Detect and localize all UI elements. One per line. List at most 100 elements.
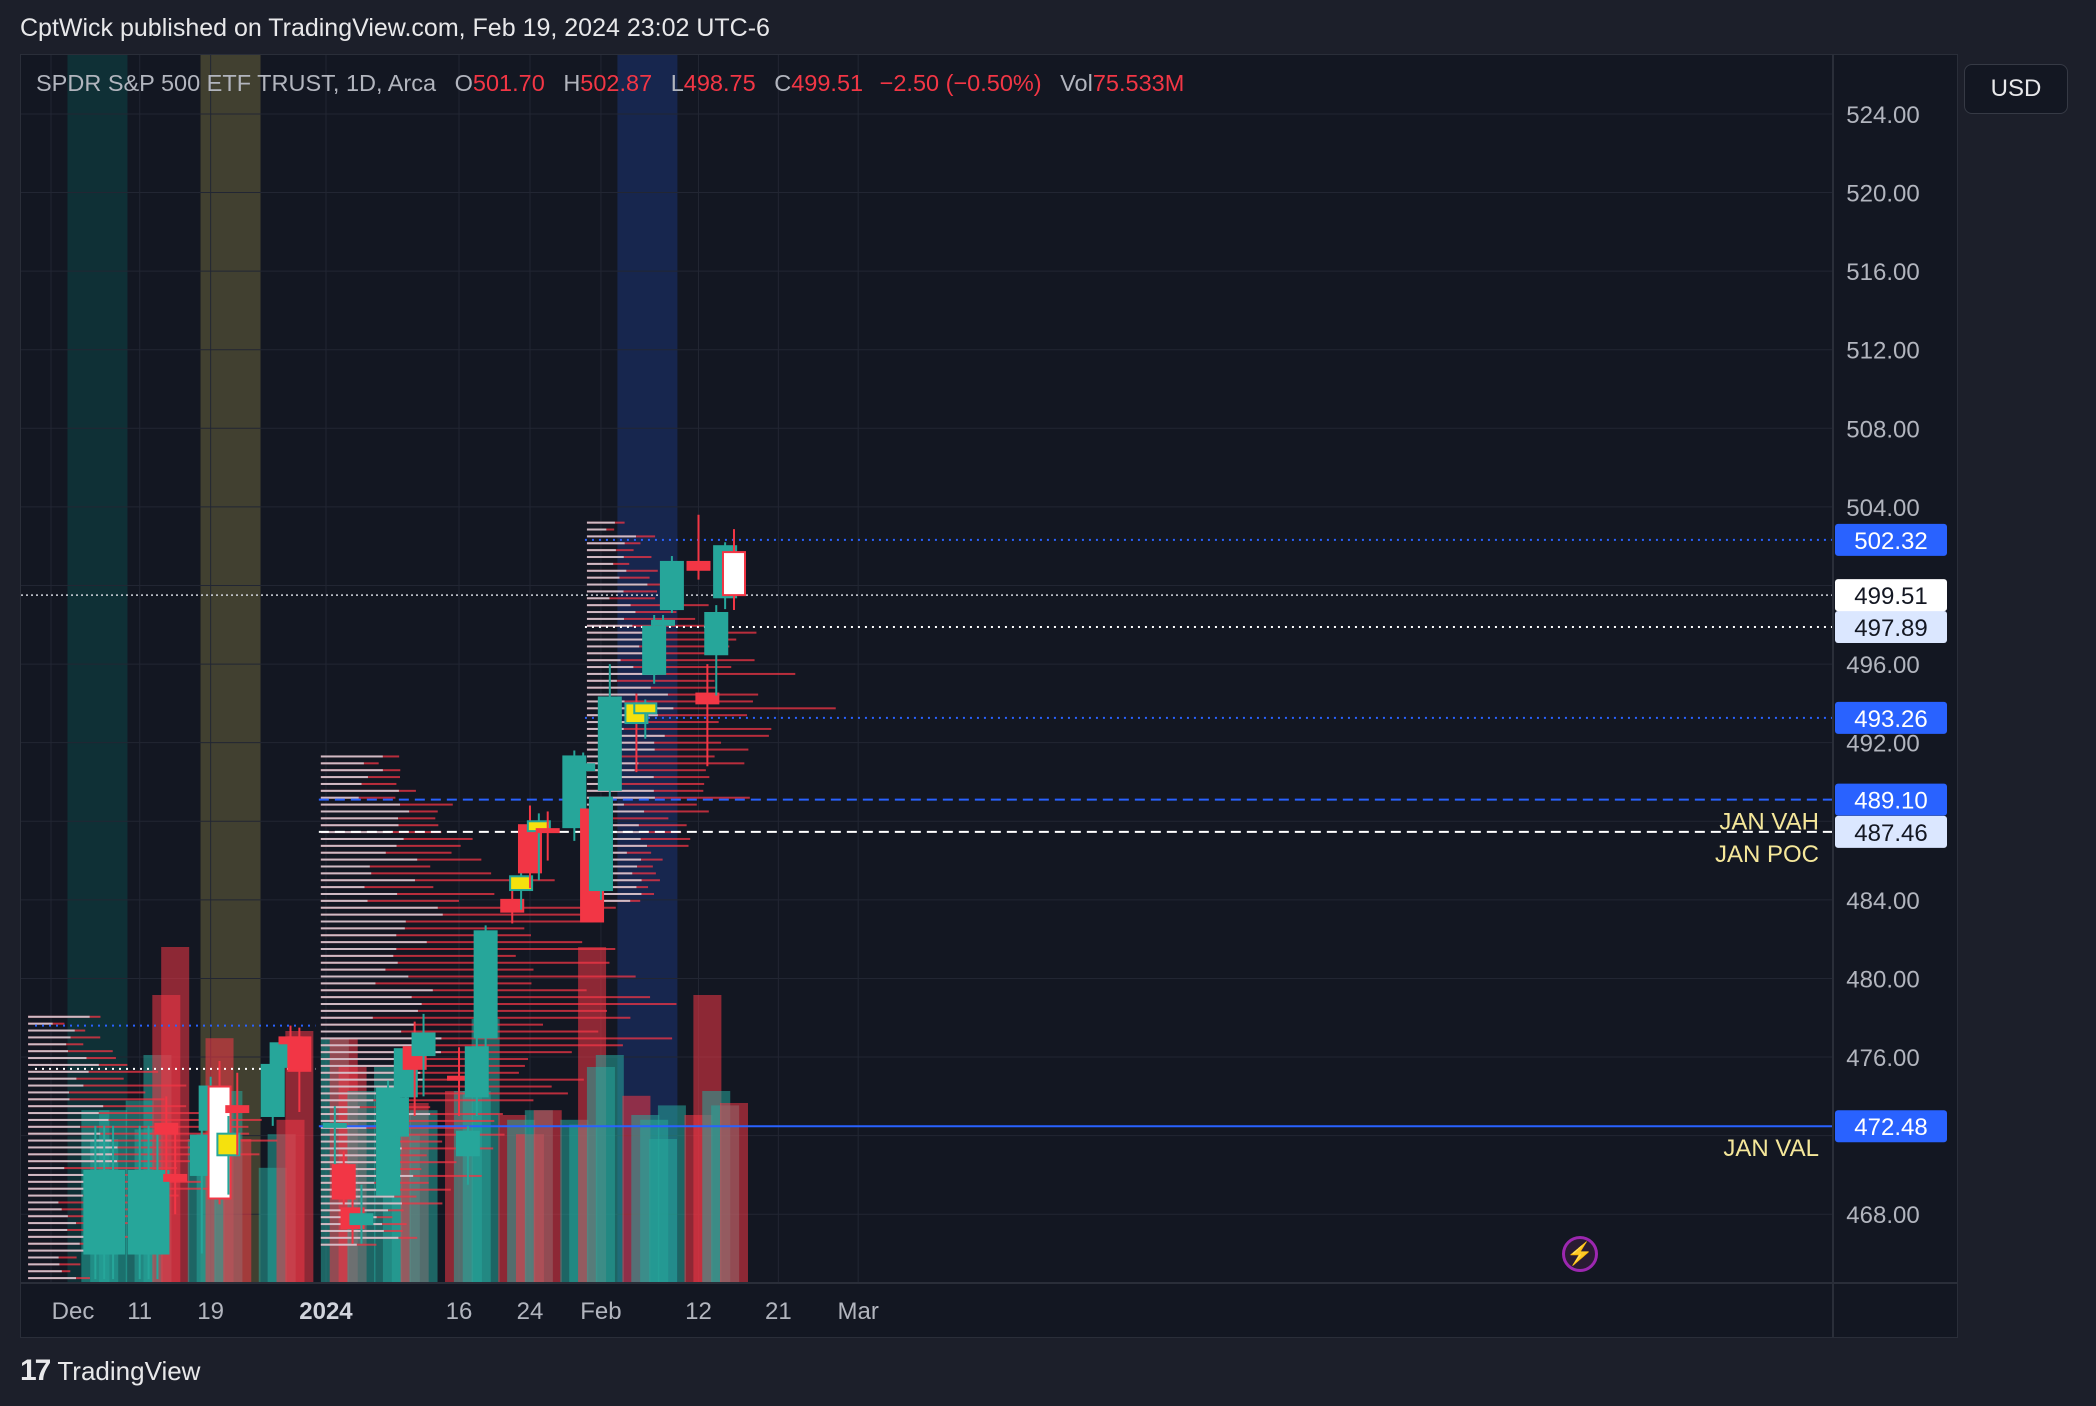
level-price-badge (1835, 701, 1947, 734)
volume-profile-bar (586, 693, 668, 696)
candle-body (163, 1173, 188, 1182)
volume-profile-bar (586, 597, 656, 600)
volume-profile-bar (586, 727, 772, 730)
volume-profile-bar (320, 755, 383, 758)
price-tick-label: 468.00 (1846, 1202, 1919, 1229)
volume-profile-bar (586, 597, 610, 600)
candle-body (322, 1122, 347, 1128)
volume-profile-bar (320, 1037, 442, 1040)
time-tick-label: 2024 (299, 1298, 353, 1325)
volume-profile-bar (320, 927, 405, 930)
brand-name: TradingView (57, 1355, 201, 1386)
chart-legend: SPDR S&P 500 ETF TRUST, 1D, Arca O501.70… (36, 70, 1184, 97)
volume-profile-bar (320, 1099, 374, 1102)
time-tick-label: Feb (580, 1298, 621, 1325)
volume-profile-bar (320, 913, 595, 916)
volume-profile-bar (320, 920, 406, 923)
volume-profile-bar (28, 1153, 113, 1156)
volume-profile-bar (28, 1084, 84, 1087)
volume-profile-bar (320, 1154, 389, 1157)
volume-profile-bar (320, 1174, 414, 1177)
volume-profile-bar (586, 817, 669, 820)
volume-profile-bar (28, 1112, 209, 1115)
volume-profile-bar (586, 858, 642, 861)
volume-profile-bar (320, 879, 555, 882)
volume-profile-bar (28, 1105, 104, 1108)
volume-profile-bar (586, 748, 749, 751)
candlestick-chart[interactable]: 524.00 520.00 516.00 512.00 508.00 504.00 496.… (21, 55, 1957, 1337)
volume-profile-bar (28, 1146, 235, 1149)
level-price-label: 472.48 (1854, 1114, 1927, 1141)
candle-body (633, 702, 658, 715)
volume-profile-bar (320, 1140, 380, 1143)
volume-profile-bar (28, 1208, 62, 1211)
currency-button[interactable]: USD (1964, 64, 2068, 114)
close-value: 499.51 (791, 70, 864, 96)
level-price-badge (1835, 815, 1947, 848)
volume-profile-bar (28, 1070, 159, 1073)
lightning-icon[interactable]: ⚡ (1562, 1236, 1598, 1272)
volume-profile-bar (320, 1092, 568, 1095)
volume-profile-bar (320, 1030, 599, 1033)
level-price-badge (1835, 1110, 1947, 1143)
volume-profile-bar (320, 948, 616, 951)
volume-profile-bar (586, 796, 655, 799)
volume-profile-bar (28, 1139, 112, 1142)
time-tick-label: 16 (446, 1298, 473, 1325)
volume-profile-bar (28, 1118, 262, 1121)
volume-profile-bar (586, 700, 753, 703)
volume-profile-bar (320, 810, 410, 813)
volume-profile-bar (320, 1113, 431, 1116)
volume-profile-bar (586, 652, 645, 655)
volume-profile-bar (28, 1125, 80, 1128)
publish-info: CptWick published on TradingView.com, Fe… (20, 14, 770, 42)
volume-profile-bar (28, 1277, 77, 1280)
volume-value: 75.533M (1092, 70, 1185, 96)
time-tick-label: Mar (837, 1298, 878, 1325)
volume-profile-bar (320, 1023, 416, 1026)
volume-profile-bar (28, 1242, 80, 1245)
candle-body (260, 1063, 285, 1117)
open-value: 501.70 (472, 70, 545, 96)
volume-profile-bar (320, 1147, 402, 1150)
volume-profile-bar (320, 1147, 494, 1150)
level-price-label: 493.26 (1854, 706, 1927, 733)
level-note-label: JAN POC (1715, 841, 1819, 868)
time-tick-label: 11 (127, 1298, 152, 1325)
volume-profile-bar (320, 961, 610, 964)
volume-profile-bar (586, 755, 715, 758)
volume-profile-bar (320, 1106, 431, 1109)
volume-profile-bar (586, 679, 715, 682)
volume-profile-bar (586, 659, 621, 662)
volume-profile-bar (320, 975, 409, 978)
volume-profile-bar (586, 590, 624, 593)
high-value: 502.87 (580, 70, 653, 96)
volume-profile-bar (28, 1249, 87, 1252)
close-label: C (774, 70, 792, 96)
volume-profile-bar (320, 803, 401, 806)
volume-profile-bar (320, 906, 438, 909)
volume-profile-bar (320, 982, 376, 985)
volume-profile-bar (28, 1132, 101, 1135)
volume-profile-bar (586, 549, 616, 552)
candle-body (331, 1164, 356, 1200)
volume-profile-bar (320, 892, 495, 895)
volume-profile-bar (28, 1050, 68, 1053)
volume-profile-bar (320, 1003, 422, 1006)
candle-body (384, 1097, 409, 1137)
volume-profile-bar (586, 631, 757, 634)
volume-profile-bar (320, 954, 516, 957)
high-label: H (563, 70, 581, 96)
volume-profile-bar (586, 899, 631, 902)
candle-body (500, 898, 525, 913)
volume-profile-bar (586, 810, 709, 813)
candle-body (154, 1122, 179, 1135)
volume-profile-bar (320, 954, 394, 957)
price-tick-label: 504.00 (1846, 495, 1919, 522)
level-note-label: JAN VAL (1723, 1135, 1819, 1162)
volume-profile-bar (586, 803, 697, 806)
time-tick-label: 24 (517, 1298, 544, 1325)
volume-profile-bar (586, 734, 769, 737)
volume-profile-bar (320, 1119, 394, 1122)
volume-profile-bar (320, 872, 372, 875)
